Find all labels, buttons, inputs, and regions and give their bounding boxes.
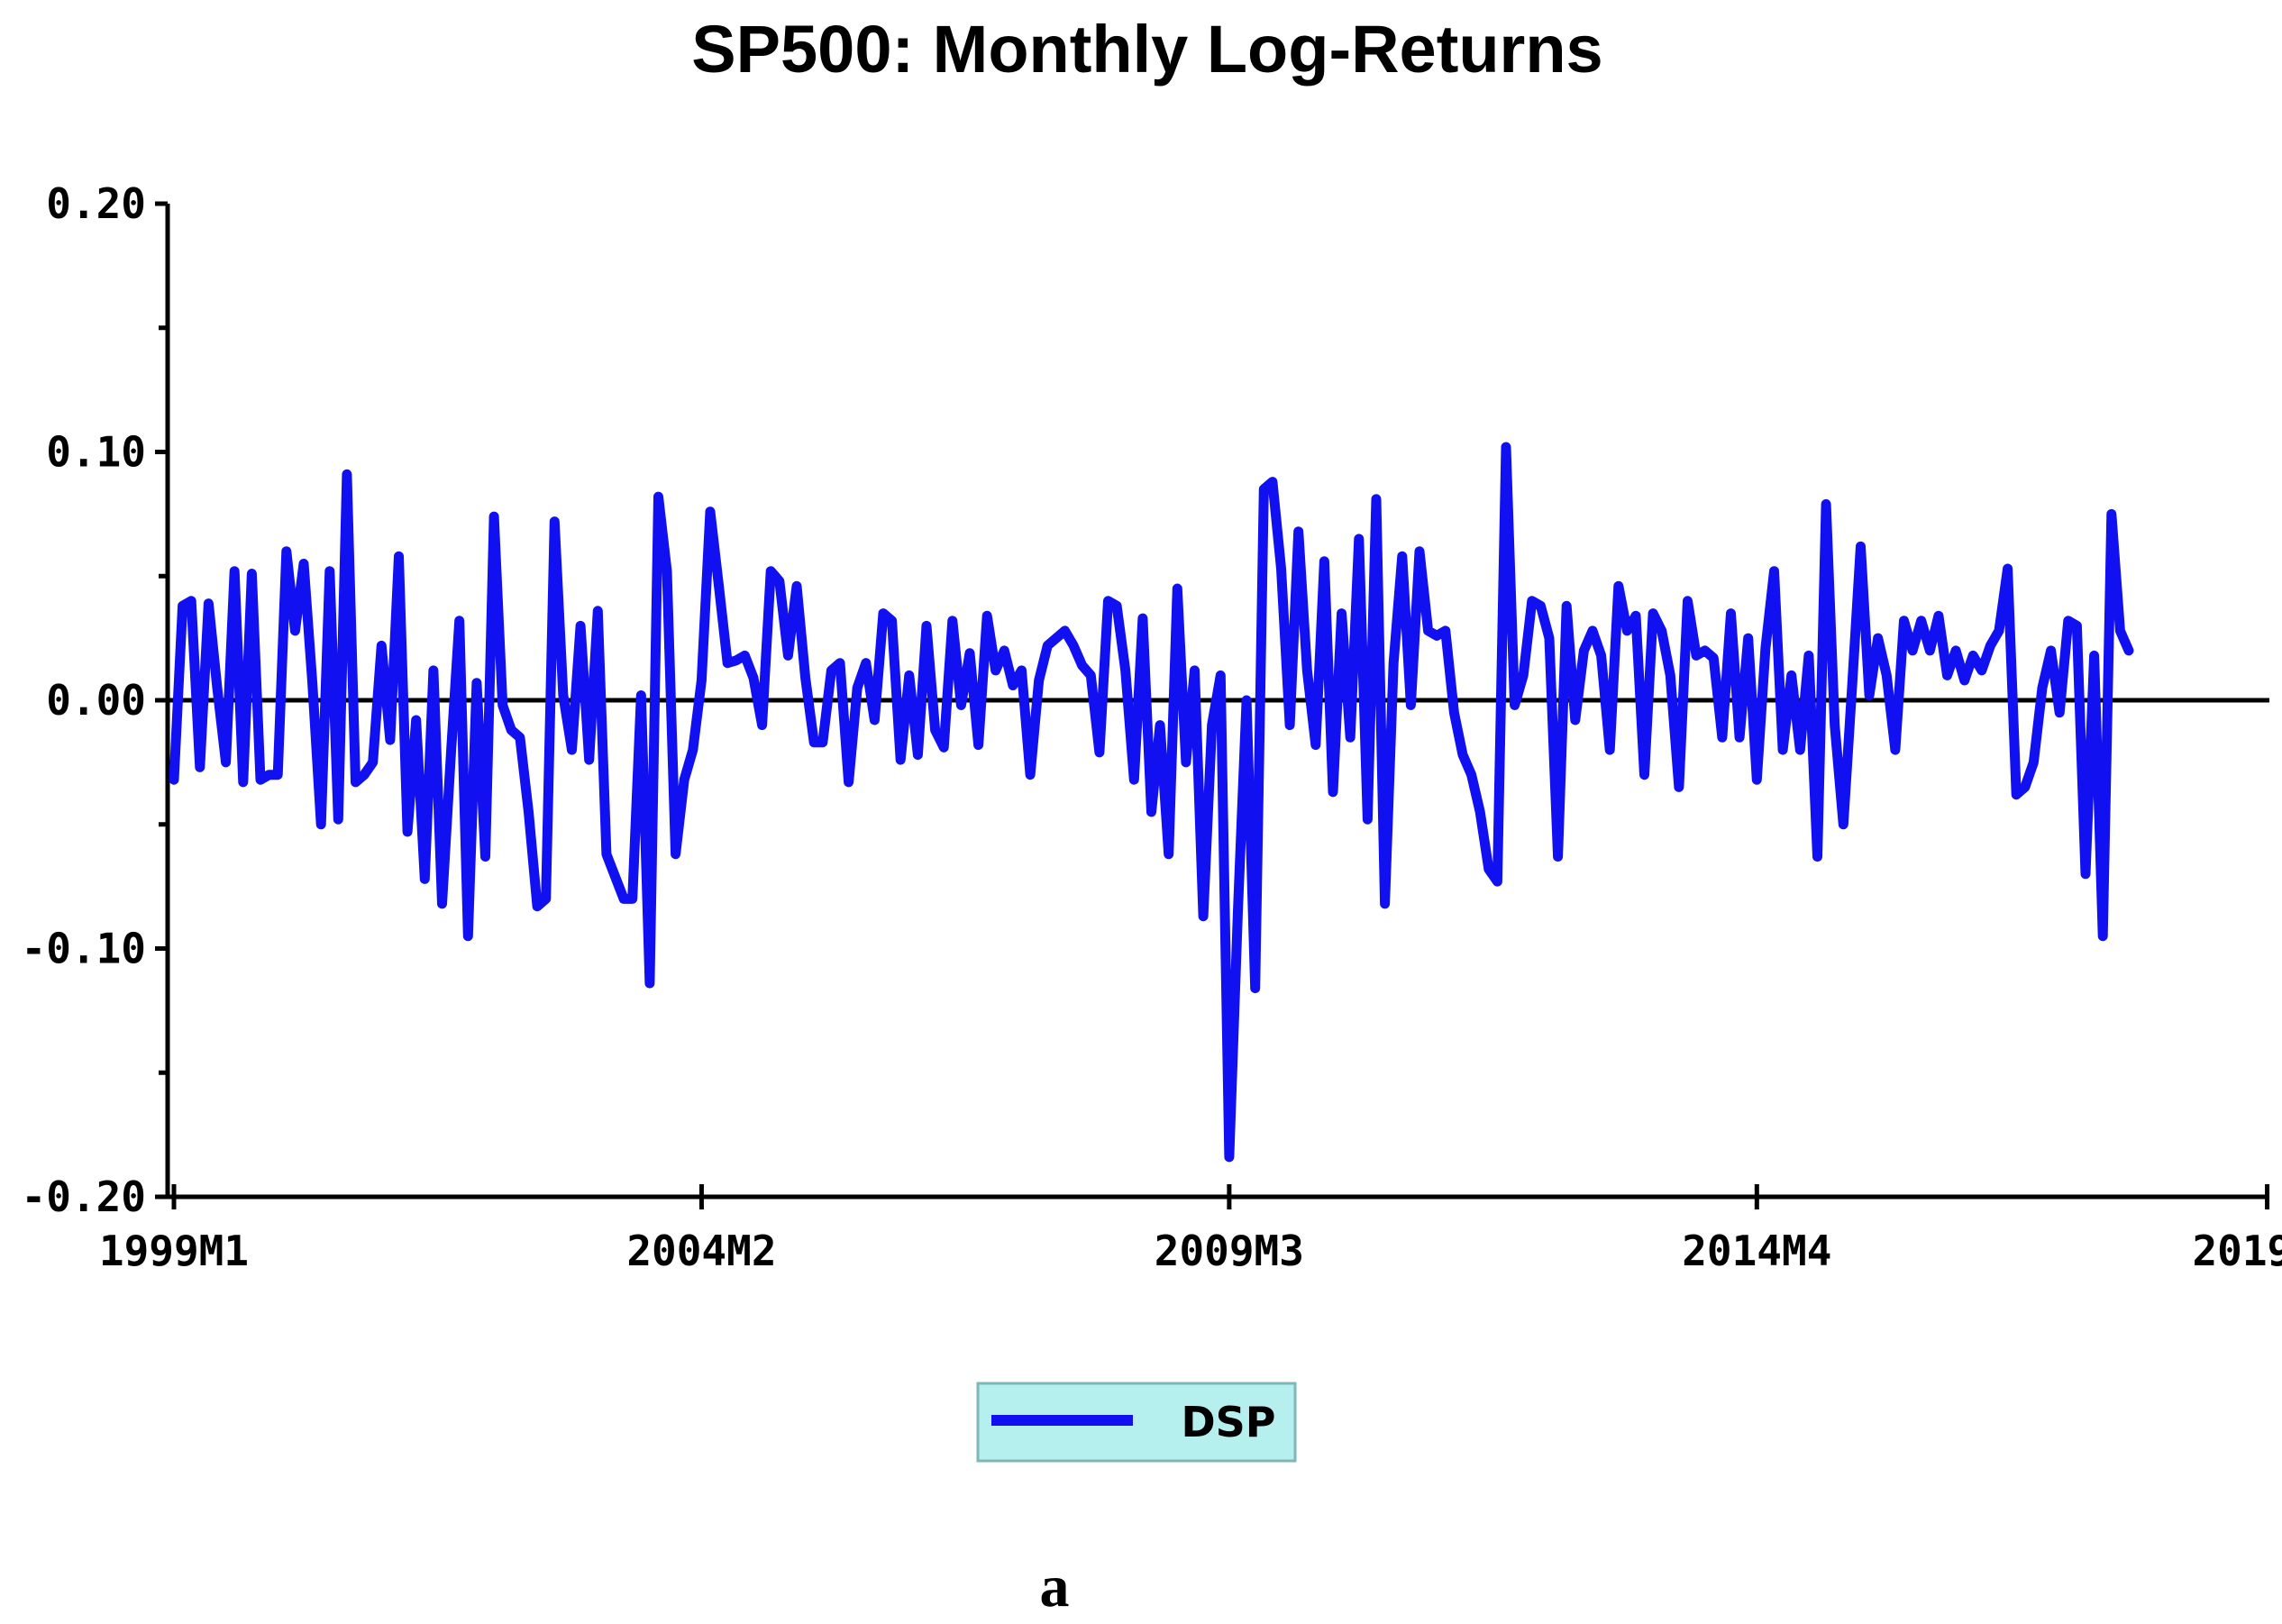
x-tick-label: 1999M1 — [99, 1227, 249, 1275]
x-axis-ticks: 1999M1 2004M2 2009M3 2014M4 2019M3 — [99, 1184, 2282, 1275]
y-tick-label: -0.20 — [22, 1172, 146, 1221]
legend-label-dsp: DSP — [1181, 1398, 1275, 1446]
chart-title: SP500: Monthly Log-Returns — [691, 12, 1602, 87]
y-tick-label: 0.20 — [46, 179, 146, 228]
y-tick-label: -0.10 — [22, 925, 146, 973]
y-axis-ticks: 0.20 0.10 0.00 -0.10 -0.20 — [22, 179, 168, 1221]
series-line-dsp — [169, 442, 2134, 1163]
legend: DSP — [976, 1382, 1297, 1463]
x-tick-label: 2019M3 — [2192, 1227, 2282, 1275]
plot-area: 0.20 0.10 0.00 -0.10 -0.20 1999M1 2004M2 2009M… — [22, 179, 2282, 1275]
x-tick-label: 2004M2 — [626, 1227, 776, 1275]
y-tick-label: 0.00 — [46, 676, 146, 725]
x-tick-label: 2009M3 — [1155, 1227, 1304, 1275]
y-tick-label: 0.10 — [46, 428, 146, 477]
x-tick-label: 2014M4 — [1682, 1227, 1831, 1275]
figure-caption: a — [1040, 1554, 1070, 1619]
